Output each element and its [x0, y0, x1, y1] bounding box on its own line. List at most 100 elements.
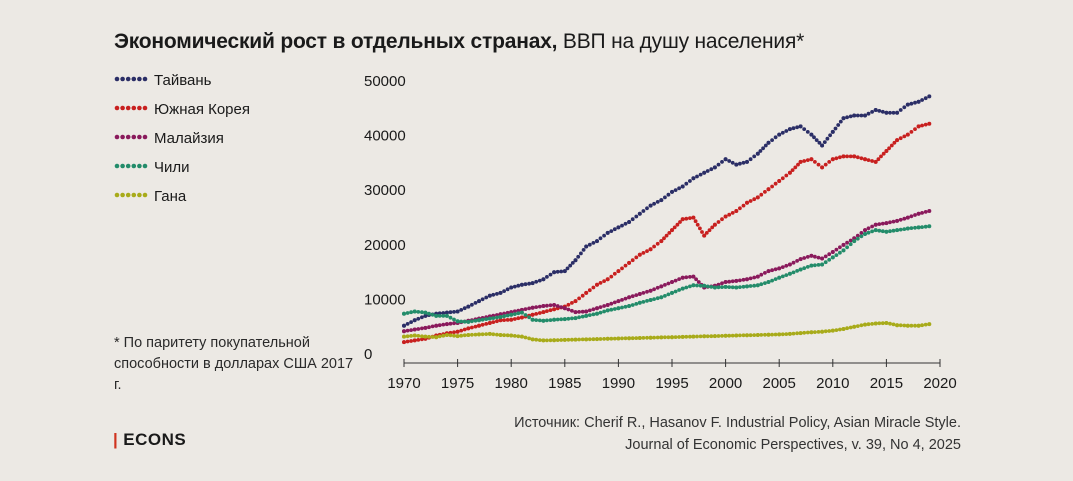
series-malaysia-dot — [730, 279, 735, 284]
x-tick-label: 1975 — [441, 375, 474, 392]
series-ghana-dot — [741, 333, 746, 338]
data-point-ghana — [616, 336, 621, 341]
series-chile-dot — [673, 289, 678, 294]
series-chile-dot — [630, 303, 635, 307]
series-south-korea-dot — [416, 338, 421, 342]
series-malaysia-dot — [802, 256, 807, 260]
data-point-chile — [755, 283, 760, 288]
series-south-korea-dot — [652, 244, 656, 249]
series-malaysia-dot — [416, 327, 421, 331]
data-point-malaysia — [573, 310, 578, 315]
series-malaysia-dot — [430, 324, 435, 329]
series-south-korea-dot — [892, 140, 897, 145]
series-taiwan-dot — [738, 161, 742, 166]
econs-logo: | ECONS — [113, 430, 186, 450]
series-taiwan-dot — [484, 295, 489, 300]
data-point-south-korea — [712, 222, 717, 227]
series-ghana-dot — [870, 322, 874, 326]
series-taiwan-dot — [630, 217, 635, 222]
series-ghana-dot — [545, 338, 549, 343]
series-south-korea-dot — [473, 324, 478, 329]
series-taiwan-dot — [645, 206, 649, 211]
series-ghana-dot — [448, 333, 453, 338]
series-south-korea-dot — [720, 217, 724, 222]
data-point-taiwan — [787, 127, 792, 132]
data-point-ghana — [519, 334, 524, 339]
series-south-korea-dot — [664, 233, 669, 238]
series-malaysia-dot — [923, 210, 928, 214]
data-point-ghana — [637, 336, 642, 340]
data-point-malaysia — [798, 257, 803, 262]
series-south-korea-dot — [793, 165, 798, 170]
series-chile-dot — [791, 270, 796, 275]
series-south-korea-dot — [634, 255, 639, 260]
series-malaysia-dot — [559, 305, 564, 309]
series-ghana-dot — [920, 323, 924, 328]
series-taiwan-dot — [812, 135, 816, 140]
series-malaysia-dot — [577, 310, 581, 314]
series-malaysia-dot — [795, 259, 799, 263]
series-ghana-dot — [512, 334, 517, 338]
series-ghana-dot — [834, 328, 839, 332]
data-point-ghana — [552, 338, 557, 343]
series-ghana-dot — [805, 330, 810, 335]
legend-label-south-korea: Южная Корея — [154, 101, 250, 118]
series-chile-dot — [913, 225, 917, 230]
data-point-south-korea — [477, 323, 481, 328]
series-taiwan-dot — [448, 310, 453, 315]
series-malaysia-dot — [620, 298, 624, 302]
series-chile-dot — [773, 277, 778, 281]
series-south-korea-dot — [672, 225, 677, 230]
series-taiwan-dot — [727, 159, 732, 163]
series-malaysia-dot — [437, 323, 442, 328]
series-malaysia-dot — [527, 306, 531, 311]
series-taiwan-dot — [623, 221, 628, 226]
data-point-ghana — [584, 337, 589, 342]
data-point-ghana — [766, 332, 771, 337]
series-ghana-dot — [888, 321, 892, 326]
data-point-chile — [402, 311, 406, 316]
data-point-malaysia — [809, 253, 814, 258]
series-chile-dot — [813, 263, 817, 268]
series-malaysia-dot — [827, 252, 832, 257]
data-point-ghana — [659, 335, 664, 340]
series-ghana-dot — [502, 333, 506, 338]
series-taiwan-dot — [545, 275, 549, 279]
data-point-south-korea — [745, 200, 749, 205]
series-south-korea-dot — [845, 154, 849, 159]
series-malaysia-dot — [748, 276, 753, 281]
series-ghana-dot — [405, 334, 410, 339]
legend-dot — [131, 134, 137, 140]
data-point-chile — [562, 317, 567, 322]
series-malaysia-dot — [545, 303, 549, 308]
data-point-chile — [498, 315, 503, 319]
series-chile-dot — [577, 315, 581, 320]
series-ghana-dot — [652, 335, 656, 340]
series-ghana-dot — [516, 334, 521, 339]
series-ghana-dot — [537, 338, 542, 342]
series-chile-dot — [470, 319, 474, 324]
y-tick-label: 0 — [364, 346, 372, 363]
data-point-malaysia — [423, 325, 428, 330]
series-chile-dot — [727, 285, 732, 289]
series-south-korea-dot — [763, 190, 767, 194]
data-point-chile — [487, 316, 492, 321]
series-taiwan-dot — [891, 110, 896, 115]
data-point-malaysia — [863, 228, 867, 233]
series-chile-dot — [452, 317, 456, 322]
data-point-ghana — [863, 322, 867, 327]
series-ghana-dot — [602, 337, 606, 341]
series-south-korea-dot — [502, 318, 506, 322]
series-south-korea-dot — [920, 123, 924, 128]
series-ghana-dot — [802, 330, 807, 335]
data-point-taiwan — [927, 94, 932, 99]
data-point-chile — [616, 306, 621, 311]
data-point-south-korea — [412, 338, 417, 343]
data-point-taiwan — [691, 176, 696, 181]
series-taiwan-dot — [845, 115, 849, 120]
data-point-south-korea — [616, 269, 621, 274]
series-taiwan-dot — [730, 160, 735, 165]
series-south-korea-dot — [816, 162, 821, 167]
data-point-south-korea — [916, 124, 921, 129]
series-taiwan-dot — [570, 261, 575, 265]
